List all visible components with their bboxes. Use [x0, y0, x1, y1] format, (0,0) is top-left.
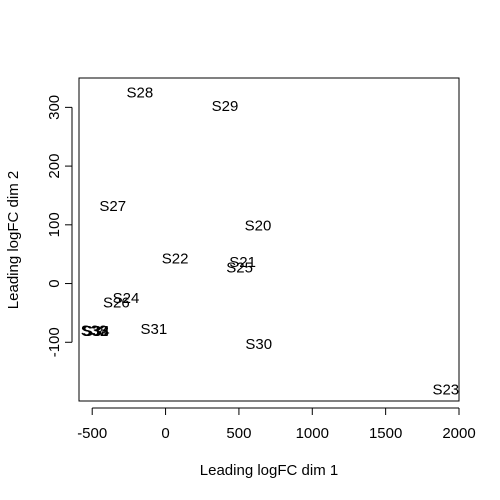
y-tick-label: 200	[46, 154, 63, 179]
x-tick-label: 1500	[369, 425, 402, 442]
y-axis-title: Leading logFC dim 2	[5, 171, 22, 309]
x-axis-title: Leading logFC dim 1	[200, 462, 338, 479]
point-label-s26: S26	[103, 294, 130, 311]
point-label-s23: S23	[432, 381, 459, 398]
x-tick-label: 1000	[296, 425, 329, 442]
y-tick-label: 0	[46, 279, 63, 287]
y-tick-label: 300	[46, 95, 63, 120]
point-label-s29: S29	[212, 98, 239, 115]
y-axis: -100 0 100 200 300	[46, 95, 72, 357]
x-tick-label: 500	[226, 425, 251, 442]
point-label-s20: S20	[245, 217, 272, 234]
point-label-s34: S34	[83, 323, 110, 340]
point-label-s25: S25	[226, 260, 253, 277]
x-tick-label: 0	[161, 425, 169, 442]
point-label-s28: S28	[127, 85, 154, 102]
point-label-s31: S31	[140, 321, 167, 338]
y-tick-label: -100	[46, 327, 63, 357]
x-tick-label: 2000	[442, 425, 475, 442]
y-tick-label: 100	[46, 212, 63, 237]
point-label-s27: S27	[99, 198, 126, 215]
point-label-s30: S30	[245, 336, 272, 353]
point-label-s22: S22	[162, 250, 189, 267]
x-axis: -500 0 500 1000 1500 2000	[77, 408, 475, 442]
x-tick-label: -500	[77, 425, 107, 442]
